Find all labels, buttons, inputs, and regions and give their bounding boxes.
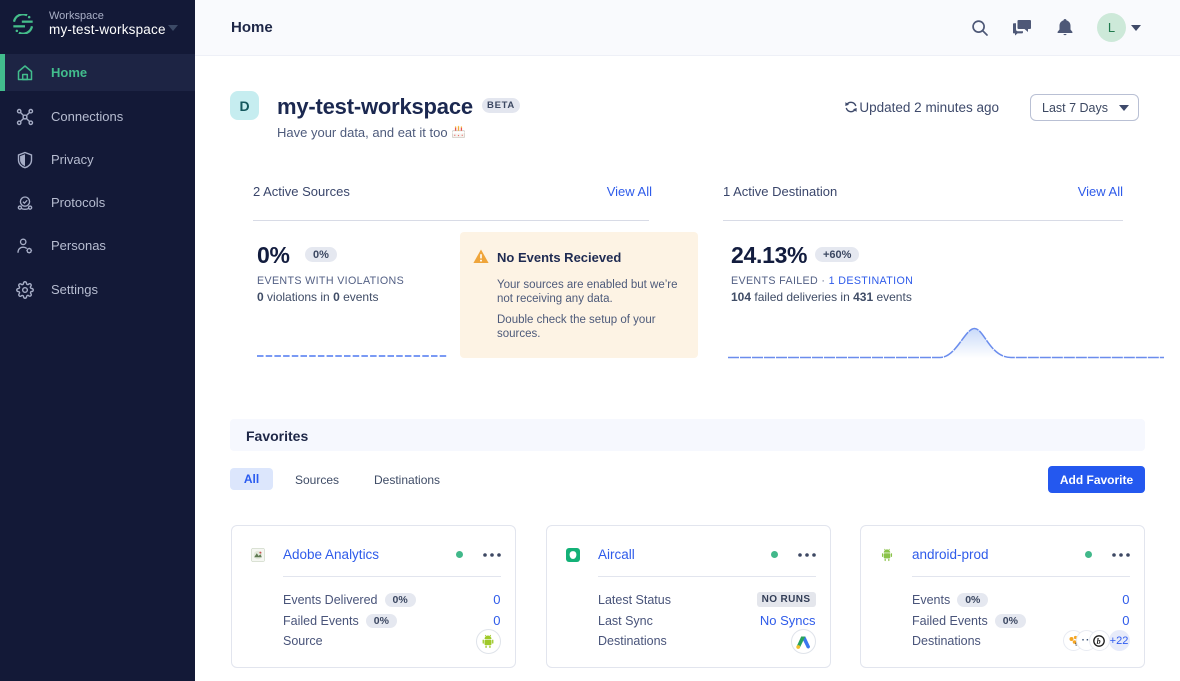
svg-text:b: b [1097,637,1101,646]
